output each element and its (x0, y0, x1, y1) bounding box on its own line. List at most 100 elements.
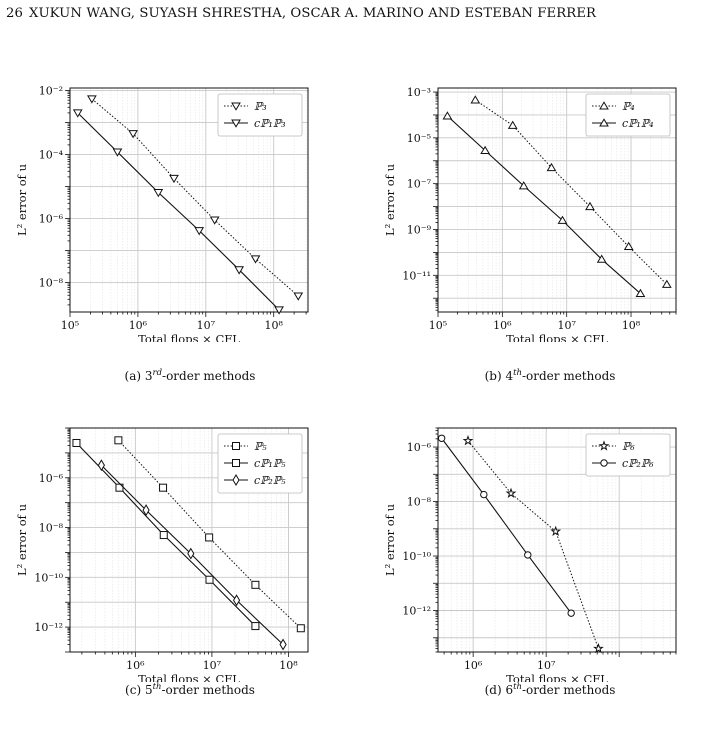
x-tick-label: 10⁷ (557, 319, 576, 332)
data-point (159, 531, 168, 540)
x-tick-label: 10⁶ (129, 319, 148, 332)
data-point (153, 189, 164, 198)
x-tick-label: 10⁶ (493, 319, 512, 332)
y-tick-label: 10⁻⁸ (39, 522, 64, 535)
x-tick-label: 10⁷ (197, 319, 216, 332)
data-point (128, 130, 138, 139)
legend: ℙ₆ cℙ₂ℙ₆ (585, 433, 671, 477)
x-tick-label: 10⁷ (537, 659, 556, 672)
data-point (250, 255, 261, 264)
y-tick-label: 10⁻⁸ (407, 496, 432, 509)
y-tick-label: 10⁻¹² (402, 605, 431, 618)
data-point (274, 306, 284, 315)
y-tick-label: 10⁻⁶ (407, 441, 432, 454)
series-0 (470, 95, 672, 288)
data-point (205, 533, 214, 542)
data-point (661, 279, 672, 288)
y-axis-label: L² error of u (15, 164, 29, 236)
legend-marker (600, 459, 608, 467)
y-tick-label: 10⁻⁴ (39, 149, 64, 162)
data-point (72, 438, 81, 447)
data-point (279, 638, 287, 651)
caption-c: (c) 5th-order methods (125, 682, 255, 697)
series-line (447, 115, 641, 294)
x-tick-label: 10⁷ (203, 659, 222, 672)
y-tick-label: 10⁻⁷ (407, 178, 432, 191)
x-tick-label: 10⁸ (264, 319, 283, 332)
legend-label: cℙ₁ℙ₄ (622, 117, 654, 130)
data-point (293, 292, 304, 301)
data-point (550, 525, 562, 537)
data-point (635, 288, 646, 298)
legend-marker (232, 442, 240, 450)
data-point (593, 642, 604, 654)
legend-marker (599, 101, 609, 110)
data-point (112, 148, 123, 157)
data-point (114, 436, 123, 445)
data-point (480, 490, 488, 499)
series-1 (72, 109, 284, 315)
page-header: 26 XUKUN WANG, SUYASH SHRESTHA, OSCAR A. … (6, 6, 596, 21)
plot-frame (69, 87, 309, 313)
y-tick-label: 10⁻¹¹ (402, 269, 431, 282)
plot-frame (437, 427, 677, 653)
data-point (585, 201, 595, 211)
y-tick-label: 10⁻⁶ (39, 472, 64, 485)
series-line (467, 440, 599, 649)
page-number: 26 (6, 6, 23, 21)
x-tick-label: 10⁵ (429, 319, 447, 332)
x-axis-label: Total flops × CFL (506, 672, 608, 682)
data-point (524, 551, 532, 559)
x-tick-label: 10⁵ (61, 319, 79, 332)
data-point (209, 216, 220, 225)
data-point (507, 120, 518, 129)
y-tick-label: 10⁻⁵ (407, 132, 431, 145)
data-point (194, 227, 205, 236)
plot-frame (69, 427, 309, 653)
legend-label: cℙ₁ℙ₅ (254, 457, 286, 470)
figure-b-plot: 10⁵ 10⁶ 10⁷ 10⁸ 10⁻¹¹ 10⁻⁹ 10⁻⁷ 10⁻⁵ 10⁻³ Total f… (383, 86, 677, 342)
data-point (437, 434, 446, 442)
x-axis-label: Total flops × CFL (138, 672, 240, 682)
data-point (470, 95, 481, 104)
series-line (475, 99, 668, 285)
x-tick-label: 10⁶ (126, 659, 145, 672)
series-1 (437, 434, 575, 617)
series-0 (462, 435, 604, 654)
y-axis-label: L² error of u (383, 164, 397, 236)
x-axis-label: Total flops × CFL (138, 332, 240, 342)
legend: ℙ₃ cℙ₁ℙ₃ (217, 93, 303, 137)
y-tick-label: 10⁻¹⁰ (34, 571, 63, 584)
data-point (623, 241, 634, 251)
legend: ℙ₄ cℙ₁ℙ₄ (585, 93, 671, 137)
y-tick-label: 10⁻² (39, 85, 63, 98)
x-tick-label: 10⁶ (464, 659, 483, 672)
data-point (505, 487, 517, 498)
y-tick-label: 10⁻⁹ (407, 223, 432, 236)
y-tick-label: 10⁻⁶ (39, 213, 64, 226)
legend-marker (232, 474, 240, 486)
data-point (205, 575, 214, 584)
data-point (142, 504, 150, 517)
data-point (159, 483, 168, 492)
y-tick-label: 10⁻³ (407, 86, 431, 99)
series-line (441, 437, 572, 614)
legend-marker (598, 440, 610, 451)
legend: ℙ₅ cℙ₁ℙ₅ cℙ₂ℙ₅ (217, 433, 303, 494)
data-point (251, 580, 260, 589)
legend-marker (231, 102, 241, 111)
series-line (91, 98, 299, 297)
series-2 (97, 459, 287, 651)
y-tick-label: 10⁻¹² (34, 621, 63, 634)
legend-marker (599, 118, 609, 127)
data-point (442, 111, 453, 120)
x-tick-label: 10⁸ (622, 319, 641, 332)
figure-c-plot: 10⁶ 10⁷ 10⁸ 10⁻¹² 10⁻¹⁰ 10⁻⁸ 10⁻⁶ Total flops ×… (15, 427, 309, 682)
caption-b: (b) 4th-order methods (484, 368, 616, 383)
series-1 (72, 438, 260, 631)
legend-marker (231, 119, 241, 128)
figure-a-plot: 10⁵ 10⁶ 10⁷ 10⁸ 10⁻⁸ 10⁻⁶ 10⁻⁴ 10⁻² Total flops … (15, 85, 309, 342)
data-point (232, 594, 241, 607)
data-point (72, 109, 83, 118)
data-point (296, 624, 305, 633)
